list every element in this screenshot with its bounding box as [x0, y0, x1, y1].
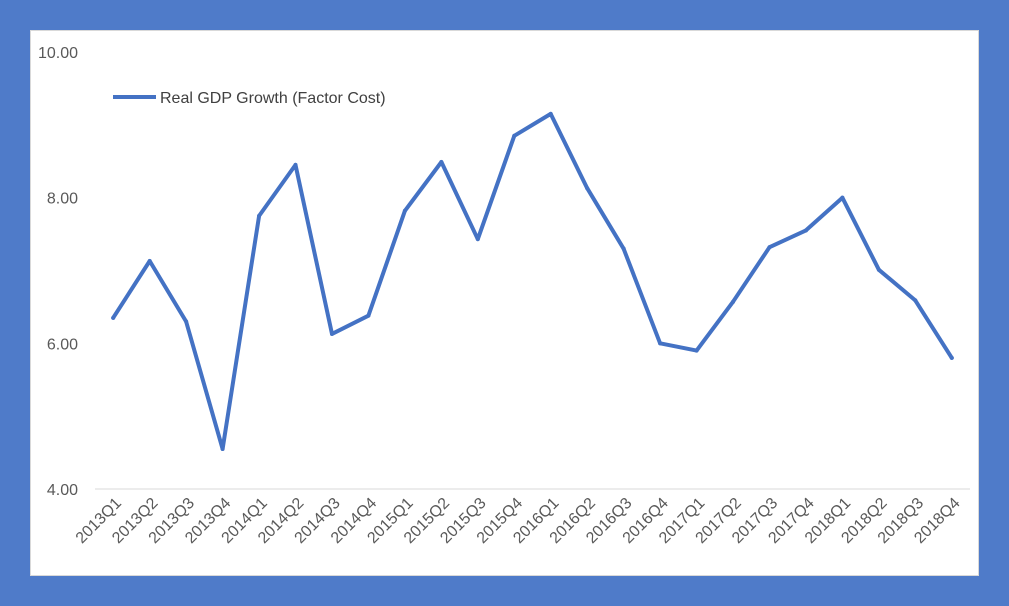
data-point: [949, 355, 954, 360]
data-point: [111, 315, 116, 320]
x-axis-ticks: 2013Q12013Q22013Q32013Q42014Q12014Q22014…: [73, 495, 964, 547]
y-axis-ticks: 4.00 6.00 8.00 10.00: [38, 45, 78, 499]
data-point: [731, 299, 736, 304]
data-point: [329, 331, 334, 336]
legend-label: Real GDP Growth (Factor Cost): [160, 90, 386, 107]
data-point: [840, 195, 845, 200]
chart-panel: [30, 30, 979, 576]
data-point: [621, 246, 626, 251]
legend: Real GDP Growth (Factor Cost): [113, 90, 386, 107]
data-point: [184, 319, 189, 324]
data-point: [293, 162, 298, 167]
data-point: [220, 446, 225, 451]
y-tick-label: 10.00: [38, 45, 78, 62]
data-point: [585, 186, 590, 191]
data-point: [803, 228, 808, 233]
data-point: [876, 267, 881, 272]
data-point: [366, 313, 371, 318]
data-point: [913, 298, 918, 303]
data-point: [767, 245, 772, 250]
data-point: [658, 341, 663, 346]
data-point: [512, 133, 517, 138]
y-tick-label: 6.00: [47, 336, 78, 353]
series-line-real-gdp-growth: [111, 111, 954, 451]
data-point: [548, 111, 553, 116]
data-point: [147, 259, 152, 264]
data-point: [475, 237, 480, 242]
data-point: [694, 348, 699, 353]
y-tick-label: 4.00: [47, 482, 78, 499]
data-point: [402, 208, 407, 213]
data-point: [439, 159, 444, 164]
data-point: [257, 213, 262, 218]
y-tick-label: 8.00: [47, 191, 78, 208]
